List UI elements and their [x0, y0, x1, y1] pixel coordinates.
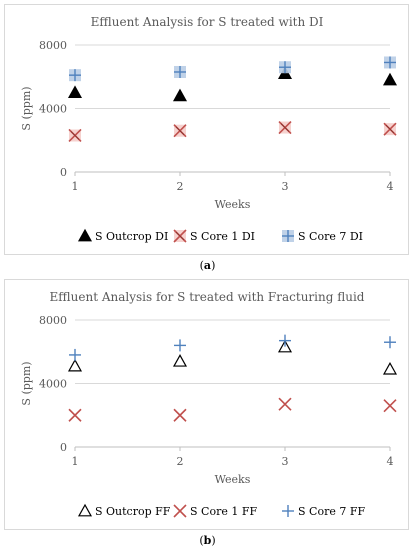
chart-a-ytick: 4000 [39, 103, 67, 116]
chart-b-xlabel: Weeks [215, 473, 251, 486]
chart-b-ytick: 4000 [39, 378, 67, 391]
chart-a-point-s3 [174, 65, 186, 78]
chart-a-point-s1 [67, 85, 83, 99]
chart-a-legend-marker-1 [77, 228, 93, 242]
chart-a-ylabel: S (ppm) [20, 86, 33, 130]
chart-a-xtick: 1 [72, 180, 79, 193]
chart-b-legend-label-3: S Core 7 FF [298, 505, 365, 518]
chart-b-legend-label-2: S Core 1 FF [190, 505, 257, 518]
chart-b-legend-marker-1 [77, 503, 93, 517]
chart-b-point-s2 [383, 399, 397, 413]
chart-a-legend-marker-2 [173, 229, 187, 243]
caption-a-letter: a [203, 259, 212, 272]
caption-b: (b) [199, 534, 216, 547]
chart-frame-a [4, 4, 409, 255]
chart-b-xtick: 2 [177, 455, 184, 468]
chart-panel-b: Effluent Analysis for S treated with Fra… [0, 275, 415, 533]
caption-b-letter: b [203, 534, 212, 547]
chart-b-point-s2 [173, 408, 187, 422]
chart-b-legend-marker-3 [282, 505, 294, 517]
chart-a-legend-label-3: S Core 7 DI [298, 230, 363, 243]
chart-a-legend-marker-3 [282, 230, 294, 242]
chart-b-point-s1 [172, 354, 188, 367]
chart-a-point-s1 [382, 72, 398, 86]
chart-b-ytick: 8000 [39, 314, 67, 327]
chart-a-legend-label-1: S Outcrop DI [95, 230, 168, 243]
chart-a-xtick: 3 [282, 180, 289, 193]
chart-frame-b [4, 279, 409, 530]
chart-a-title: Effluent Analysis for S treated with DI [91, 15, 324, 29]
chart-a-point-s2 [278, 120, 292, 135]
chart-b-ytick: 0 [60, 441, 67, 454]
chart-b-svg: Effluent Analysis for S treated with Fra… [20, 290, 398, 518]
chart-a-point-s3 [279, 61, 291, 74]
chart-b-ylabel: S (ppm) [20, 361, 33, 405]
chart-a-svg: Effluent Analysis for S treated with DI 0… [20, 15, 398, 243]
chart-b-point-s3 [279, 334, 291, 347]
chart-b-point-s3 [384, 336, 396, 349]
chart-b-point-s3 [174, 339, 186, 352]
chart-b-legend-label-1: S Outcrop FF [95, 505, 171, 518]
chart-a-point-s2 [383, 122, 397, 136]
chart-a-xtick: 4 [387, 180, 394, 193]
chart-b-point-s2 [68, 408, 82, 422]
chart-b-legend-marker-2 [173, 504, 187, 518]
chart-b-point-s1 [382, 361, 398, 375]
chart-b-point-s3 [69, 348, 81, 361]
chart-a-point-s3 [384, 56, 396, 69]
chart-b-point-s2 [278, 397, 292, 411]
chart-a-point-s2 [68, 128, 82, 143]
chart-a-ytick: 0 [60, 166, 67, 179]
chart-a-legend-label-2: S Core 1 DI [190, 230, 255, 243]
chart-b-xtick: 1 [72, 455, 79, 468]
chart-panel-a: Effluent Analysis for S treated with DI 0… [0, 0, 415, 258]
chart-a-ytick: 8000 [39, 39, 67, 52]
chart-a-point-s1 [172, 88, 188, 102]
chart-b-title: Effluent Analysis for S treated with Fra… [50, 290, 365, 304]
caption-a: (a) [199, 259, 216, 272]
chart-a-xtick: 2 [177, 180, 184, 193]
chart-a-point-s3 [69, 69, 81, 82]
chart-b-xtick: 4 [387, 455, 394, 468]
chart-a-point-s2 [173, 124, 187, 138]
chart-b-xtick: 3 [282, 455, 289, 468]
chart-b-point-s1 [67, 358, 83, 372]
chart-a-xlabel: Weeks [215, 198, 251, 211]
